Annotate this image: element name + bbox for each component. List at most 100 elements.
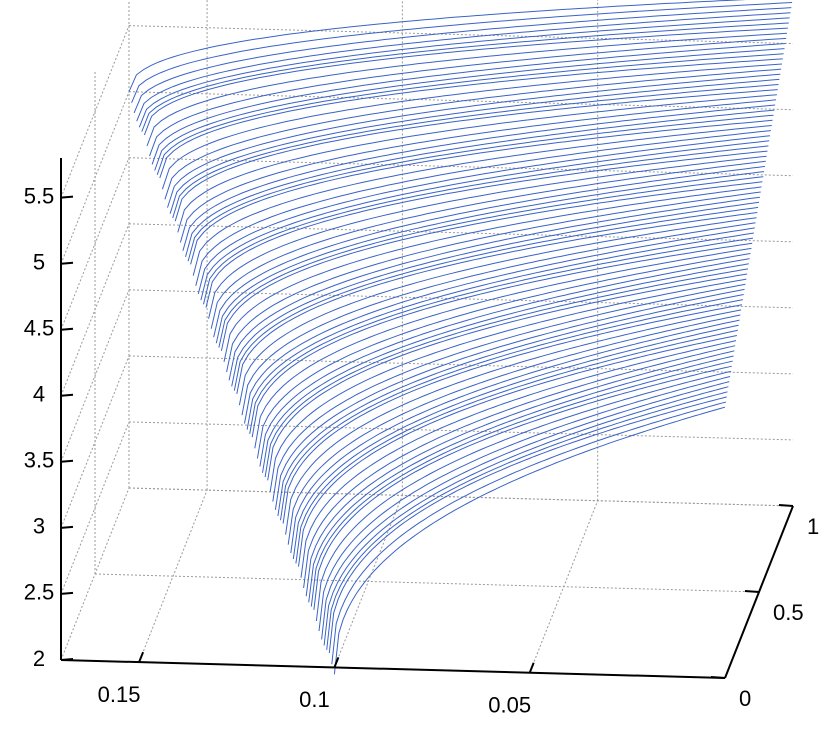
surface-line <box>190 119 773 265</box>
surface-line <box>264 268 749 478</box>
surface-line <box>272 283 746 502</box>
surface-line <box>323 386 729 646</box>
z-tick-label: 5 <box>33 250 45 275</box>
grid-line <box>60 91 130 264</box>
surface-mesh <box>128 0 793 675</box>
surface-line <box>154 48 785 171</box>
surface-line <box>269 278 747 492</box>
surface-line <box>333 406 726 675</box>
surface-line <box>195 130 771 286</box>
surface-line <box>228 196 760 381</box>
surface-line <box>128 0 747 92</box>
surface-line <box>203 145 769 305</box>
surface-line <box>318 376 731 632</box>
surface-line <box>187 114 774 262</box>
surface-line <box>244 227 755 424</box>
surface-line <box>282 304 743 524</box>
surface-line <box>149 37 787 157</box>
surface-line <box>192 125 772 276</box>
x-tick <box>528 662 535 674</box>
surface-line <box>298 335 737 567</box>
surface-line <box>267 273 748 481</box>
grid-line <box>60 157 130 330</box>
surface-line <box>205 150 768 308</box>
surface-line <box>164 68 782 200</box>
grid-line <box>94 573 760 593</box>
surface-line <box>274 288 745 510</box>
surface-line <box>179 99 777 243</box>
surface-line <box>169 78 780 214</box>
surface-line <box>321 381 730 640</box>
grid-line <box>128 487 794 507</box>
surface-line <box>315 370 732 622</box>
surface-line <box>233 206 759 391</box>
z-tick <box>60 261 74 265</box>
grid-line <box>60 25 130 198</box>
surface-line <box>280 299 743 521</box>
x-axis-line <box>60 659 726 679</box>
surface-line <box>161 63 783 190</box>
surface-line <box>133 7 792 114</box>
surface-line <box>251 242 753 438</box>
surface-line <box>213 165 766 338</box>
z-tick-label: 3.5 <box>24 448 55 473</box>
surface-line <box>220 181 763 351</box>
surface-line <box>172 84 779 219</box>
surface-line <box>254 247 752 449</box>
axes <box>60 158 794 679</box>
surface-line <box>218 176 764 348</box>
surface-line <box>200 140 770 301</box>
surface-line <box>238 217 757 406</box>
y-tick-label: 0.5 <box>773 600 804 625</box>
z-tick <box>60 459 74 463</box>
z-tick <box>60 525 74 529</box>
y-tick-label: 1 <box>807 514 819 539</box>
surface-line <box>151 43 786 165</box>
x-tick-label: 0.05 <box>488 693 531 718</box>
surface-line <box>143 27 788 136</box>
y-tick <box>778 504 794 507</box>
x-tick-label: 0.1 <box>299 687 330 712</box>
grid-line <box>128 25 794 45</box>
z-tick-label: 4 <box>33 382 45 407</box>
surface-line <box>326 391 728 650</box>
z-tick-label: 4.5 <box>24 316 55 341</box>
surface-line <box>223 186 762 363</box>
z-tick <box>60 327 74 331</box>
grid-line <box>60 355 130 529</box>
surface-line <box>331 401 727 665</box>
x-tick-label: 0.15 <box>98 682 141 707</box>
grid-line <box>60 421 130 595</box>
surface-line <box>256 253 751 459</box>
surface-line <box>231 201 760 387</box>
grid-line <box>128 421 794 441</box>
surface-line <box>146 32 788 147</box>
surface-line <box>131 2 793 103</box>
surface-line <box>300 340 737 578</box>
z-tick <box>60 591 74 595</box>
z-tick <box>60 393 74 397</box>
surface-line <box>313 365 732 610</box>
surface-line <box>167 73 781 208</box>
surface-line <box>177 94 777 233</box>
grid-line <box>128 223 794 243</box>
grid-lines <box>60 0 794 679</box>
surface-line <box>210 160 766 329</box>
surface-line <box>290 319 740 554</box>
surface-line <box>215 171 765 344</box>
tick-labels: 2 2.5 3 3.5 4 4.5 5 5.5 0.15 0.1 0.05 0 0.5 1 <box>24 183 820 717</box>
z-tick-label: 2 <box>33 646 45 671</box>
surface-line <box>159 58 783 179</box>
surface-line <box>285 309 742 535</box>
surface-line <box>185 109 775 258</box>
surface-line <box>197 135 771 295</box>
z-tick <box>60 658 74 661</box>
x-tick <box>138 651 145 663</box>
surface-line <box>236 212 758 394</box>
surface-line <box>259 258 750 467</box>
z-tick-label: 3 <box>33 514 45 539</box>
surface-line <box>208 155 767 319</box>
y-tick-label: 0 <box>739 686 751 711</box>
surface-line <box>246 232 754 430</box>
